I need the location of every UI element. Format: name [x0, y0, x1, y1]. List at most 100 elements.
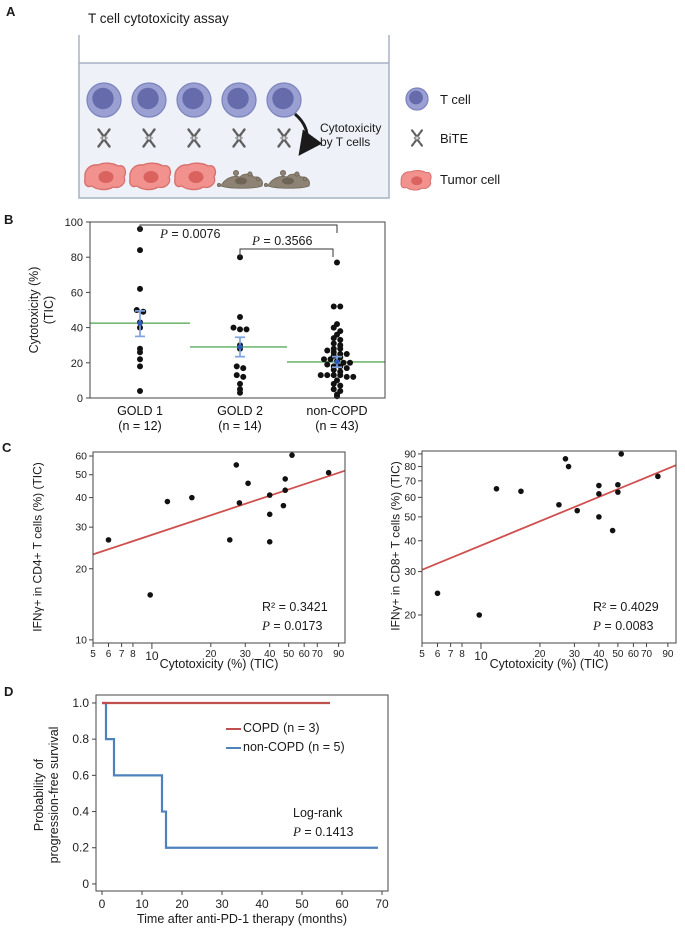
- data-point: [337, 336, 344, 343]
- plot-frame: [92, 451, 346, 644]
- x-tick-label: 50: [612, 649, 624, 660]
- bite-antibody-icon: [277, 128, 291, 148]
- data-point: [330, 372, 337, 379]
- x-tick-label: 10: [474, 649, 488, 663]
- group-n-label: (n = 14): [218, 419, 261, 433]
- x-tick-label: 70: [641, 649, 653, 660]
- data-point: [230, 324, 237, 331]
- d-legend-copd-n: (n = 3): [283, 721, 320, 735]
- data-point: [330, 386, 337, 393]
- km-plot: 0 10 20 30 40 50 60 70 0 0.2 0.4 0.6 0.8 1.0: [72, 696, 389, 911]
- d-legend-noncopd-name: non-COPD: [243, 740, 305, 754]
- x-tick-label: 7: [119, 649, 125, 660]
- data-point: [226, 537, 233, 543]
- data-point: [137, 363, 143, 370]
- data-point: [337, 328, 344, 335]
- data-point: [137, 247, 143, 254]
- c1-p-annotation: P = 0.0173: [262, 618, 322, 634]
- data-point: [337, 342, 344, 349]
- data-point: [137, 387, 143, 394]
- x-tick-label: 20: [175, 897, 189, 911]
- data-point: [562, 456, 569, 462]
- group-n-label: (n = 12): [118, 419, 161, 433]
- data-point: [243, 326, 250, 333]
- data-point: [618, 451, 625, 457]
- tumor-cell-icon: [129, 162, 172, 191]
- b-y-axis-title: Cytotoxicity (%) (TIC): [27, 267, 57, 354]
- assay-title: T cell cytotoxicity assay: [88, 11, 229, 26]
- data-point: [266, 492, 273, 498]
- data-point: [434, 590, 441, 597]
- data-point: [330, 345, 337, 352]
- data-point: [596, 514, 602, 520]
- data-point: [334, 377, 340, 384]
- y-tick-label: 0.8: [72, 732, 89, 746]
- regression-line: [92, 469, 346, 556]
- c2-p-var: P: [593, 618, 601, 633]
- data-point: [321, 356, 327, 363]
- y-tick-label: 100: [65, 217, 83, 229]
- c2-x-axis-title: Cytotoxicity (%) (TIC): [489, 657, 609, 671]
- data-point: [133, 307, 140, 313]
- data-point: [282, 476, 289, 482]
- y-tick-label: 0.6: [72, 768, 89, 782]
- x-tick-label: 90: [333, 649, 345, 660]
- d-p-rest: = 0.1413: [300, 825, 354, 839]
- data-point: [147, 592, 153, 598]
- error-bar: [235, 336, 245, 358]
- data-point: [340, 359, 347, 366]
- t-cell-icon: [131, 82, 167, 118]
- x-tick-label: 60: [335, 897, 349, 911]
- t-cell-icon: [221, 82, 257, 118]
- c2-r2-annotation: R² = 0.4029: [593, 600, 659, 614]
- plot-frame: [95, 694, 389, 892]
- cytotoxicity-arrow: [293, 112, 323, 156]
- data-point: [330, 303, 337, 310]
- data-point: [337, 382, 344, 389]
- x-tick-label: 50: [295, 897, 309, 911]
- data-point: [615, 481, 621, 488]
- assay-illustration: [78, 35, 432, 199]
- data-point: [655, 473, 661, 480]
- data-point: [140, 308, 147, 315]
- y-tick-label: 60: [71, 287, 83, 299]
- error-bar: [332, 355, 342, 369]
- c2-y-axis-title: IFNγ+ in CD8+ T cells (%) (TIC): [388, 461, 403, 631]
- data-point: [493, 485, 500, 492]
- comparison-bracket-1: [139, 224, 338, 233]
- data-point: [266, 539, 273, 545]
- x-tick-label: 60: [299, 649, 311, 660]
- data-point: [233, 363, 240, 370]
- tumor-cell-icon: [174, 162, 217, 191]
- y-tick-label: 80: [404, 461, 416, 473]
- data-point: [289, 452, 295, 458]
- c2-p-rest: = 0.0083: [600, 619, 654, 633]
- x-tick-label: 0: [99, 897, 106, 911]
- data-point: [596, 491, 602, 497]
- legend-label-tcell: T cell: [440, 92, 471, 107]
- c1-r2-annotation: R² = 0.3421: [262, 600, 328, 614]
- noncopd-line-swatch: [226, 746, 241, 749]
- data-point: [266, 511, 273, 518]
- data-point: [317, 372, 324, 379]
- b-pvalue-2: P = 0.3566: [252, 233, 312, 249]
- x-tick-label: 30: [215, 897, 229, 911]
- d-y-axis-title-line2: progression-free survival: [47, 726, 61, 864]
- data-point: [280, 502, 287, 509]
- y-tick-label: 20: [404, 610, 416, 622]
- b-pvalue-1-var: P: [160, 226, 168, 241]
- y-tick-label: 40: [75, 492, 87, 504]
- data-point: [233, 462, 240, 468]
- data-point: [343, 351, 350, 357]
- y-tick-label: 60: [75, 451, 87, 463]
- data-point: [137, 356, 143, 363]
- bite-antibody-icon: [142, 128, 156, 148]
- x-tick-label: 8: [459, 649, 465, 660]
- b-pvalue-2-var: P: [252, 233, 260, 248]
- d-y-axis-title: Probability of progression-free survival: [32, 727, 62, 864]
- data-point: [343, 373, 350, 380]
- data-point: [137, 345, 143, 352]
- y-tick-label: 50: [404, 511, 416, 523]
